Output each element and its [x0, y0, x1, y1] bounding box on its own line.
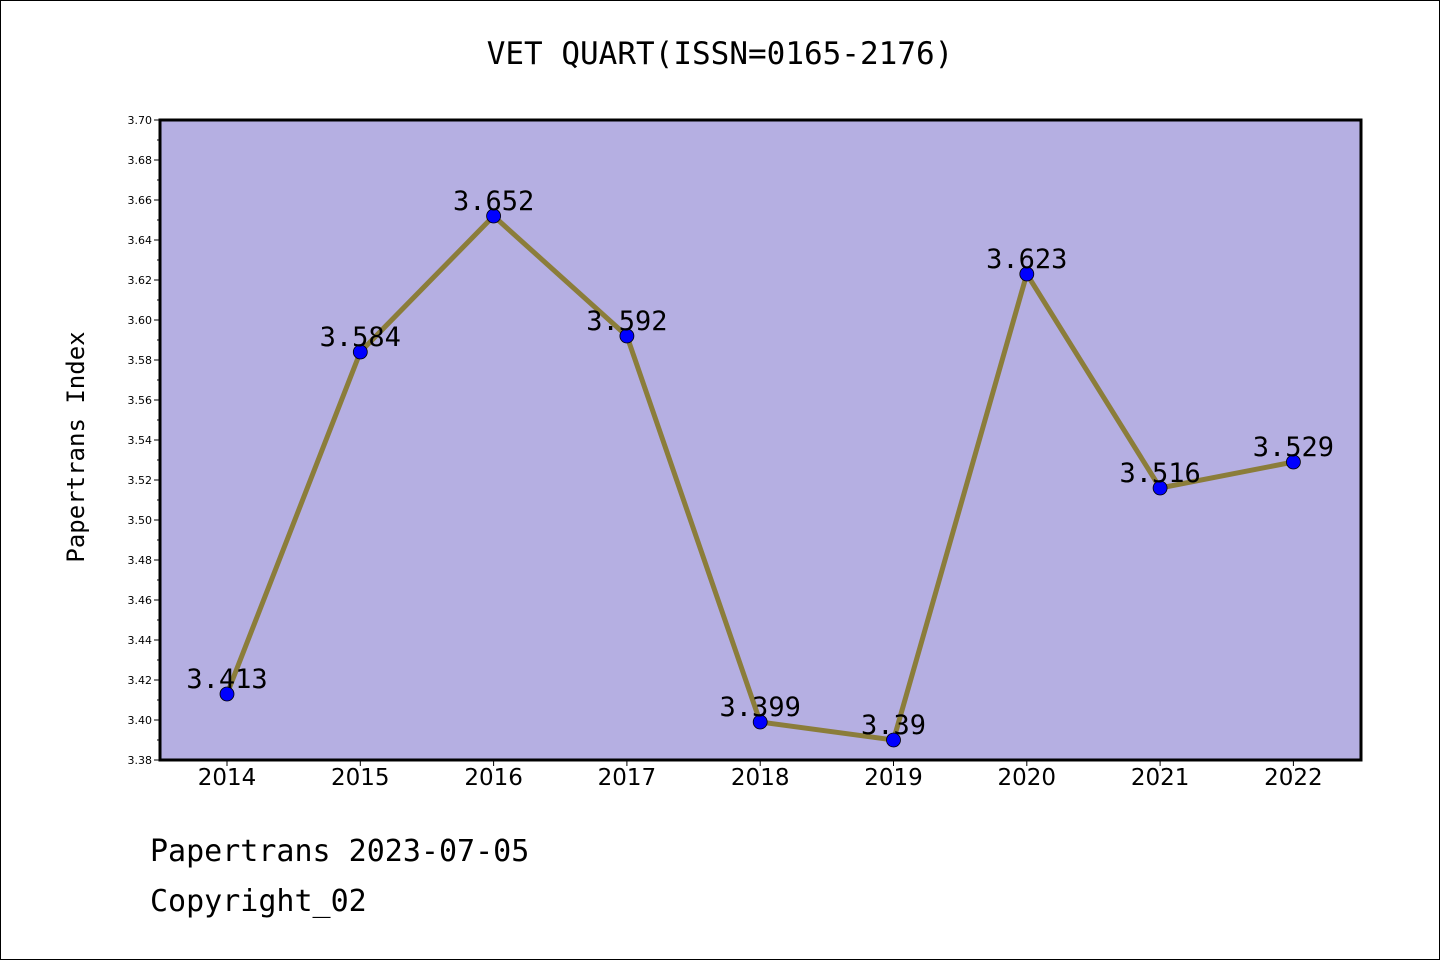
x-tick-label: 2017	[598, 765, 657, 791]
data-point	[886, 732, 901, 748]
data-point	[352, 344, 368, 360]
data-label: 3.623	[986, 244, 1067, 275]
y-tick-label: 3.64	[128, 234, 153, 247]
y-tick-label: 3.58	[128, 354, 153, 367]
y-tick-label: 3.66	[128, 194, 153, 207]
data-label: 3.413	[186, 664, 267, 695]
y-tick-label: 3.50	[128, 514, 153, 527]
y-tick-label: 3.70	[128, 114, 153, 127]
y-tick-label: 3.46	[128, 594, 153, 607]
plot-area	[160, 120, 1361, 760]
x-axis: 2014 2015 2016 2017 2018 2019 2020 2021 2022	[198, 760, 1323, 791]
data-label: 3.592	[586, 306, 667, 337]
y-tick-label: 3.44	[128, 634, 153, 647]
series-markers	[219, 208, 1301, 748]
x-tick-label: 2020	[998, 765, 1057, 791]
y-tick-label: 3.42	[128, 674, 153, 687]
data-label: 3.399	[720, 692, 801, 723]
y-tick-label: 3.54	[128, 434, 153, 447]
x-tick-label: 2016	[464, 765, 523, 791]
footer-source: Papertrans 2023-07-05	[150, 834, 530, 869]
data-label: 3.584	[320, 322, 401, 353]
data-point	[752, 714, 768, 730]
data-point	[1286, 454, 1301, 470]
data-point	[1019, 266, 1035, 282]
plot-border	[158, 118, 1363, 762]
x-tick-label: 2018	[731, 765, 790, 791]
y-tick-label: 3.60	[128, 314, 153, 327]
x-tick-label: 2015	[331, 765, 390, 791]
data-label: 3.516	[1119, 458, 1200, 489]
x-tick-label: 2022	[1264, 765, 1323, 791]
y-tick-label: 3.68	[128, 154, 153, 167]
y-axis: 3.38 3.40 3.42 3.44 3.46 3.48 3.50 3.52 3.54 3.56…	[128, 114, 160, 767]
y-tick-label: 3.48	[128, 554, 153, 567]
data-labels: 3.413 3.584 3.652 3.592 3.399 3.39 3.623 3.516 3…	[186, 186, 1334, 741]
y-tick-label: 3.52	[128, 474, 153, 487]
footer-copyright: Copyright_02	[150, 884, 367, 919]
data-label: 3.652	[453, 186, 534, 217]
data-label: 3.529	[1253, 432, 1334, 463]
x-tick-label: 2014	[198, 765, 257, 791]
y-tick-label: 3.56	[128, 394, 153, 407]
data-label: 3.39	[861, 710, 926, 741]
data-point	[619, 328, 635, 344]
data-point	[486, 208, 502, 224]
y-tick-label: 3.62	[128, 274, 153, 287]
data-point	[219, 686, 235, 702]
y-tick-label: 3.38	[128, 754, 153, 767]
chart-title: VET QUART(ISSN=0165-2176)	[486, 36, 954, 72]
data-point	[1152, 480, 1168, 496]
x-tick-label: 2021	[1131, 765, 1190, 791]
x-tick-label: 2019	[864, 765, 923, 791]
y-tick-label: 3.40	[128, 714, 153, 727]
